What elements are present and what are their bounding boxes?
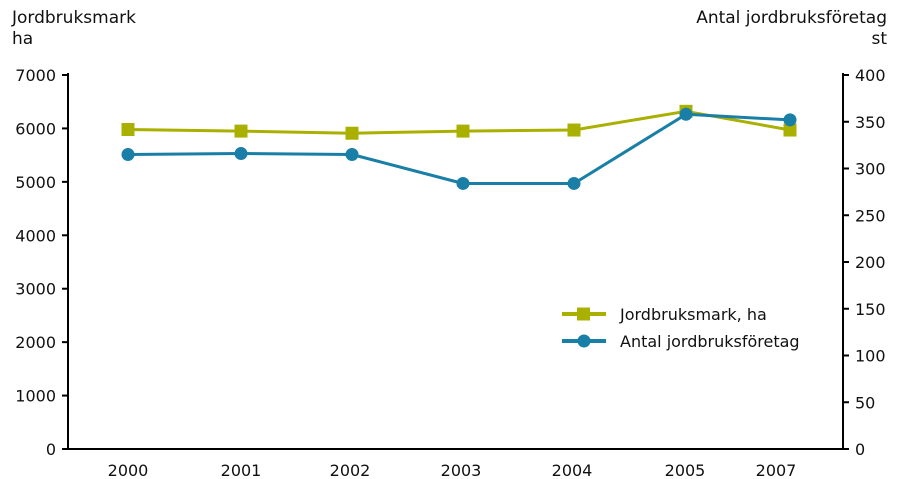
- left-tick-label: 3000: [15, 280, 56, 299]
- x-axis-ticks: 2000 2001 2002 2003 2004 2005 2007: [108, 461, 797, 479]
- series-1-point: [121, 122, 135, 136]
- legend-label: Jordbruksmark, ha: [619, 305, 767, 324]
- x-tick-label: 2001: [221, 461, 262, 479]
- series-2-point: [345, 147, 359, 161]
- right-tick-label: 200: [855, 253, 886, 272]
- right-tick-label: 100: [855, 347, 886, 366]
- series-group: [121, 104, 797, 190]
- right-tick-label: 0: [855, 440, 865, 459]
- right-axis-ticks: 0 50 100 150 200 250 300 350 400: [843, 66, 886, 459]
- right-tick-label: 250: [855, 206, 886, 225]
- left-axis-label: Jordbruksmark: [12, 8, 136, 28]
- right-tick-label: 400: [855, 66, 886, 85]
- right-tick-label: 50: [855, 393, 875, 412]
- x-tick-label: 2007: [756, 461, 797, 479]
- series-1-point: [234, 124, 248, 138]
- series-2-point: [234, 147, 248, 161]
- x-tick-label: 2000: [108, 461, 149, 479]
- left-tick-label: 1000: [15, 387, 56, 406]
- series-1-point: [456, 124, 470, 138]
- legend-swatch-marker: [577, 307, 590, 321]
- left-tick-label: 5000: [15, 173, 56, 192]
- left-tick-label: 2000: [15, 333, 56, 352]
- series-2-point: [679, 107, 693, 121]
- right-axis-label: Antal jordbruksföretag: [696, 8, 887, 28]
- x-tick-label: 2005: [665, 461, 706, 479]
- right-tick-label: 300: [855, 160, 886, 179]
- left-axis-ticks: 0 1000 2000 3000 4000 5000 6000 7000: [15, 66, 68, 459]
- left-tick-label: 6000: [15, 119, 56, 138]
- series-1-point: [345, 126, 359, 140]
- x-tick-label: 2002: [330, 461, 371, 479]
- series-1-point: [783, 123, 797, 137]
- x-tick-label: 2003: [441, 461, 482, 479]
- right-tick-label: 150: [855, 300, 886, 319]
- left-tick-label: 4000: [15, 226, 56, 245]
- series-1-point: [567, 123, 581, 137]
- left-tick-label: 7000: [15, 66, 56, 85]
- right-tick-label: 350: [855, 113, 886, 132]
- legend: Jordbruksmark, ha Antal jordbruksföretag: [562, 305, 800, 351]
- right-axis-unit: st: [871, 29, 887, 49]
- left-axis-unit: ha: [12, 29, 34, 49]
- x-tick-label: 2004: [552, 461, 593, 479]
- series-2-point: [783, 113, 797, 127]
- left-tick-label: 0: [46, 440, 56, 459]
- series-2-point: [121, 147, 135, 161]
- legend-swatch-marker: [577, 334, 591, 348]
- series-2-point: [567, 176, 581, 190]
- series-2-point: [456, 176, 470, 190]
- legend-label: Antal jordbruksföretag: [620, 332, 800, 351]
